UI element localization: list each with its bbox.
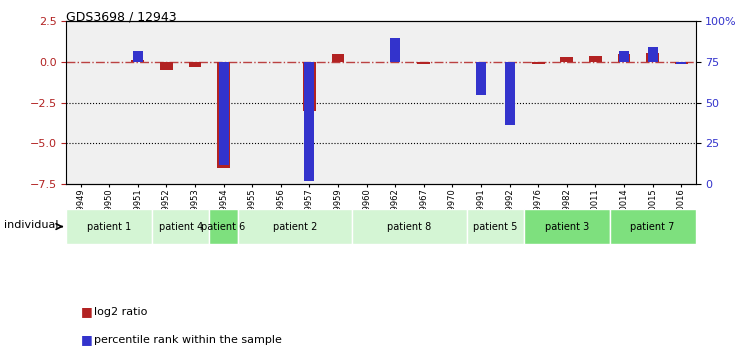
- Bar: [476, 62, 486, 95]
- Bar: [219, 62, 229, 165]
- Text: patient 1: patient 1: [87, 222, 131, 232]
- Bar: [209, 209, 238, 244]
- Bar: [152, 209, 209, 244]
- Bar: [532, 62, 545, 64]
- Bar: [505, 62, 514, 125]
- Bar: [648, 47, 658, 62]
- Text: patient 5: patient 5: [473, 222, 517, 232]
- Bar: [188, 62, 202, 67]
- Bar: [646, 53, 659, 62]
- Bar: [132, 51, 143, 62]
- Bar: [305, 62, 314, 181]
- Text: patient 4: patient 4: [158, 222, 203, 232]
- Bar: [560, 57, 573, 62]
- Bar: [675, 62, 687, 64]
- Bar: [589, 56, 602, 62]
- Text: patient 7: patient 7: [631, 222, 675, 232]
- Text: patient 8: patient 8: [387, 222, 431, 232]
- Bar: [467, 209, 524, 244]
- Text: patient 3: patient 3: [545, 222, 589, 232]
- Text: patient 2: patient 2: [273, 222, 317, 232]
- Bar: [524, 209, 609, 244]
- Bar: [303, 62, 316, 111]
- Text: percentile rank within the sample: percentile rank within the sample: [94, 335, 282, 345]
- Bar: [618, 54, 631, 62]
- Bar: [353, 209, 467, 244]
- Bar: [160, 62, 173, 70]
- Bar: [609, 209, 696, 244]
- Bar: [131, 59, 144, 62]
- Bar: [619, 51, 629, 62]
- Text: individual: individual: [4, 220, 58, 230]
- Text: ■: ■: [81, 333, 93, 346]
- Bar: [238, 209, 353, 244]
- Text: patient 6: patient 6: [202, 222, 246, 232]
- Bar: [676, 62, 686, 64]
- Bar: [390, 38, 400, 62]
- Text: ■: ■: [81, 305, 93, 318]
- Bar: [417, 62, 431, 64]
- Bar: [217, 62, 230, 168]
- Text: GDS3698 / 12943: GDS3698 / 12943: [66, 11, 177, 24]
- Text: log2 ratio: log2 ratio: [94, 307, 148, 316]
- Bar: [66, 209, 152, 244]
- Bar: [331, 54, 344, 62]
